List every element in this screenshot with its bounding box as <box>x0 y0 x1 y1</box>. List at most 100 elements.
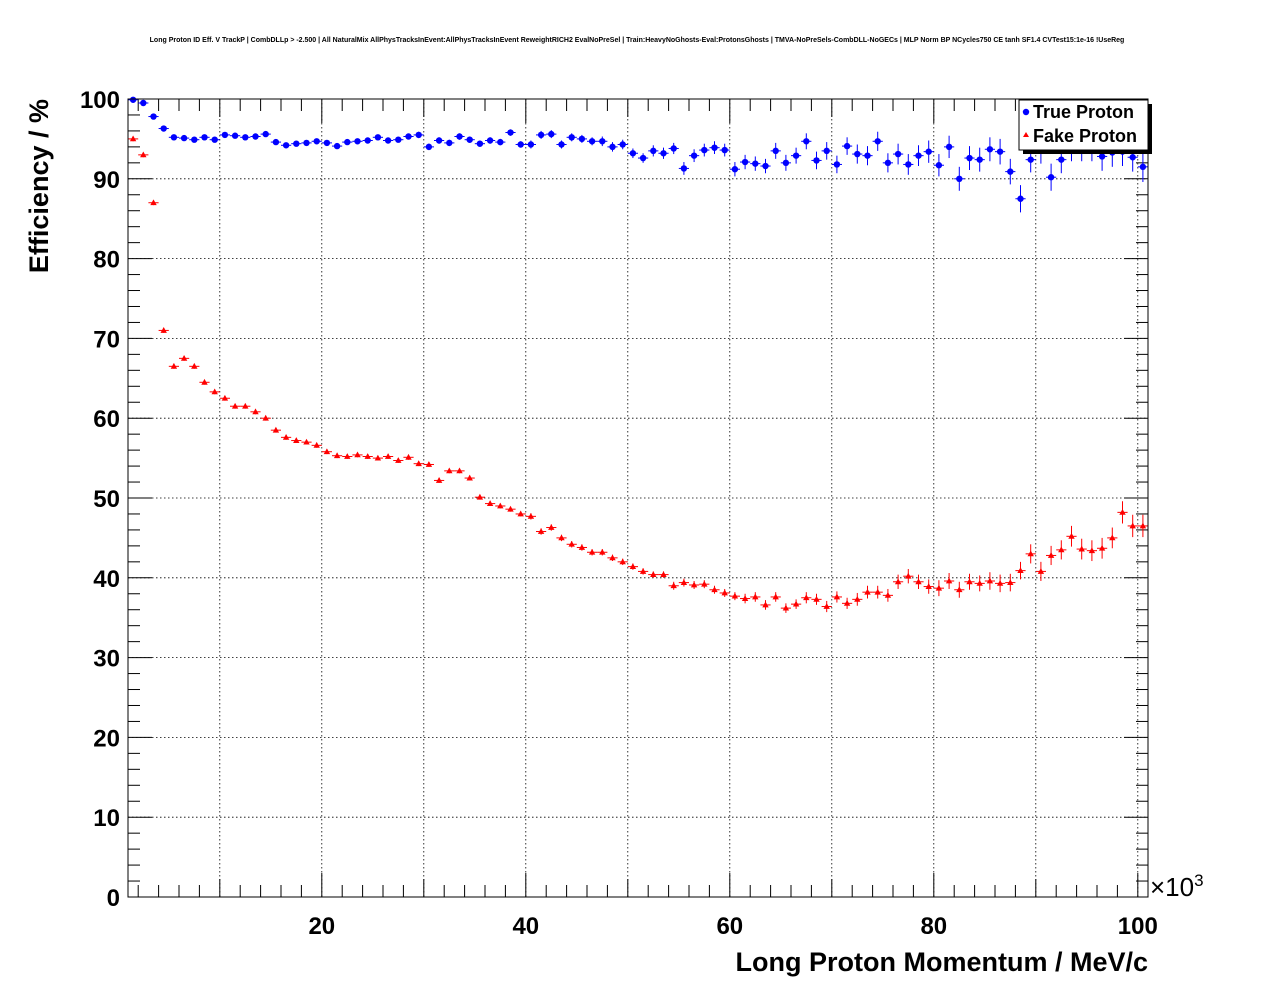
axis-ticks <box>128 98 1148 898</box>
fake-proton-point <box>629 563 637 570</box>
legend-fake-proton-label: Fake Proton <box>1033 126 1137 146</box>
fake-proton-point <box>558 534 565 541</box>
true-proton-point <box>639 154 647 162</box>
fake-proton-point <box>619 558 626 565</box>
true-proton-point <box>680 165 688 172</box>
true-proton-point <box>894 150 902 158</box>
fake-proton-point <box>752 593 759 600</box>
fake-proton-point <box>711 586 718 593</box>
true-proton-point <box>252 133 259 140</box>
true-proton-point <box>344 138 351 146</box>
fake-proton-point <box>537 528 545 534</box>
fake-proton-point <box>527 512 535 519</box>
fake-proton-point <box>384 453 392 459</box>
true-proton-point <box>303 139 310 147</box>
x-tick-label: 40 <box>512 913 539 940</box>
true-proton-point <box>721 146 728 154</box>
y-tick-labels: 0 10 20 30 40 50 60 70 80 90 100 <box>80 87 120 912</box>
true-proton-point <box>578 135 586 143</box>
x-axis-exponent: ×103 <box>1150 871 1204 902</box>
y-tick-label: 90 <box>93 167 120 194</box>
true-proton-point <box>354 138 361 145</box>
fake-proton-point <box>497 502 504 509</box>
fake-proton-point <box>660 571 667 578</box>
true-proton-point <box>160 125 167 132</box>
true-proton-point <box>650 147 657 155</box>
true-proton-point <box>660 150 667 157</box>
fake-proton-point <box>262 414 269 421</box>
true-proton-point <box>731 166 739 173</box>
fake-proton-point <box>986 577 994 584</box>
fake-proton-point <box>680 579 688 585</box>
true-proton-point <box>395 136 402 143</box>
true-proton-point <box>874 138 881 145</box>
true-proton-point <box>1058 156 1065 163</box>
fake-proton-point <box>354 451 361 458</box>
true-proton-point <box>231 132 239 139</box>
fake-proton-point <box>476 493 484 500</box>
fake-proton-point <box>874 588 881 595</box>
fake-proton-point <box>894 578 902 585</box>
true-proton-point <box>813 157 820 164</box>
x-tick-label: 60 <box>716 913 743 940</box>
y-tick-label: 70 <box>93 326 120 353</box>
true-proton-point <box>374 134 382 141</box>
true-proton-point <box>741 158 749 166</box>
y-tick-label: 20 <box>93 725 120 752</box>
fake-proton-point <box>456 467 463 474</box>
fake-proton-point <box>1129 522 1136 529</box>
true-proton-point <box>129 96 137 103</box>
true-proton-point <box>323 139 331 147</box>
fake-proton-point <box>425 461 433 467</box>
true-proton-point <box>1129 154 1136 161</box>
true-proton-point <box>282 142 290 149</box>
true-proton-point <box>333 142 341 150</box>
fake-proton-series <box>128 135 1148 613</box>
true-proton-point <box>935 162 943 169</box>
fake-proton-point <box>823 603 830 609</box>
fake-proton-point <box>364 453 371 459</box>
fake-proton-point <box>282 433 290 440</box>
fake-proton-point <box>170 362 178 369</box>
true-proton-point <box>1017 195 1024 202</box>
fake-proton-point <box>935 584 943 591</box>
fake-proton-point <box>548 524 555 530</box>
fake-proton-point <box>405 453 412 460</box>
true-proton-point <box>476 140 484 147</box>
fake-proton-point <box>843 599 851 606</box>
true-proton-point <box>558 141 565 148</box>
true-proton-point <box>313 138 320 145</box>
fake-proton-point <box>690 581 698 588</box>
fake-proton-point <box>303 438 310 445</box>
true-proton-point <box>701 146 708 154</box>
y-tick-label: 40 <box>93 566 120 593</box>
true-proton-point <box>956 175 963 182</box>
true-proton-point <box>629 150 637 157</box>
fake-proton-point <box>211 388 218 395</box>
fake-proton-point <box>772 593 779 600</box>
fake-proton-point <box>486 500 494 506</box>
true-proton-point <box>527 141 535 148</box>
true-proton-point <box>803 138 810 145</box>
fake-proton-point <box>180 354 188 361</box>
true-proton-point <box>537 131 545 139</box>
true-proton-point <box>986 146 994 153</box>
y-tick-label: 100 <box>80 87 120 114</box>
true-proton-point <box>945 143 953 151</box>
legend-true-proton-label: True Proton <box>1033 102 1134 122</box>
y-tick-label: 30 <box>93 646 120 673</box>
true-proton-point <box>180 134 188 142</box>
fake-proton-point <box>864 588 871 595</box>
fake-proton-point <box>925 583 932 589</box>
fake-proton-point <box>1098 544 1106 551</box>
true-proton-point <box>384 137 392 144</box>
true-proton-point <box>925 148 932 155</box>
true-proton-point <box>364 137 371 144</box>
true-proton-point <box>486 137 494 144</box>
true-proton-point <box>588 138 596 145</box>
true-proton-point <box>823 147 830 155</box>
x-tick-label: 100 <box>1118 913 1158 940</box>
fake-proton-point <box>1078 545 1085 552</box>
legend: True Proton Fake Proton <box>1018 99 1152 154</box>
